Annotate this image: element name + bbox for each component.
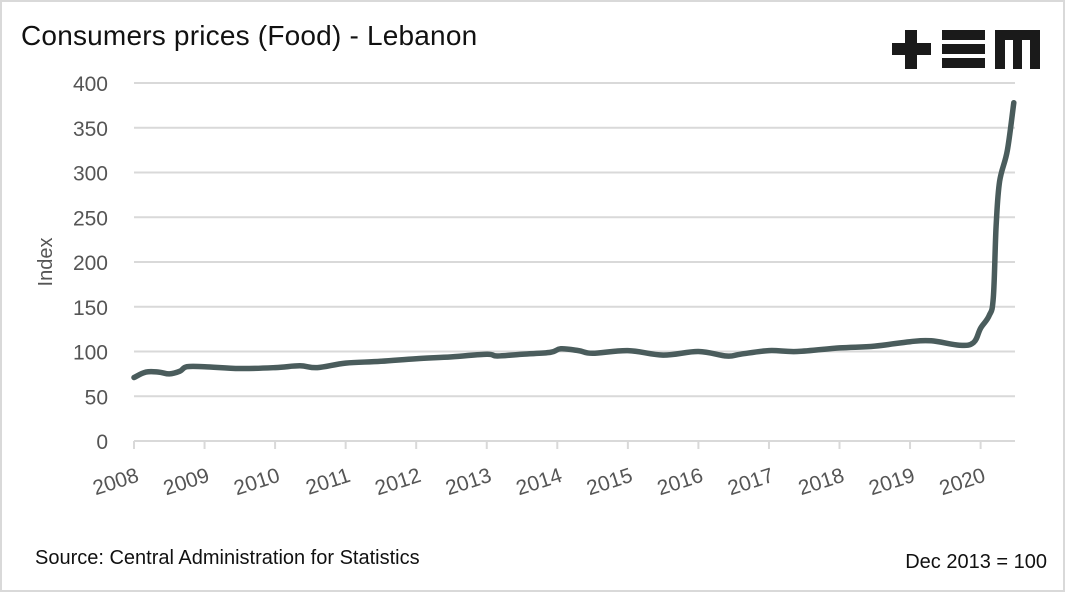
source-note: Source: Central Administration for Stati… (35, 547, 420, 569)
logo-plus-vertical (905, 30, 917, 69)
y-tick-label: 350 (73, 118, 108, 141)
x-tick-label: 2013 (443, 464, 495, 500)
x-axis (133, 440, 1015, 449)
x-tick-label: 2009 (161, 464, 213, 500)
x-tick-label: 2017 (725, 464, 777, 500)
series-line (131, 99, 1017, 381)
y-tick-label: 200 (73, 252, 108, 275)
x-tick-label: 2019 (866, 464, 918, 500)
x-tick-label: 2015 (584, 464, 636, 500)
x-tick-labels: 2008 2009 2010 2011 2012 2013 2014 2015 2016 2017… (90, 464, 988, 500)
base-note: Dec 2013 = 100 (905, 551, 1047, 573)
logo-equals-bottom (942, 58, 985, 68)
x-tick-label: 2011 (303, 464, 353, 500)
chart-title: Consumers prices (Food) - Lebanon (21, 20, 478, 51)
logo-equals-top (942, 30, 985, 40)
x-tick-label: 2008 (90, 464, 142, 500)
x-tick-label: 2018 (796, 464, 848, 500)
y-tick-label: 150 (73, 297, 108, 320)
logo-equals-middle (942, 44, 985, 54)
x-tick-label: 2016 (654, 464, 706, 500)
y-tick-label: 50 (85, 386, 108, 409)
tem-logo (892, 30, 1040, 69)
y-tick-labels: 0 50 100 150 200 250 300 350 400 (73, 73, 108, 454)
x-tick-label: 2020 (937, 464, 989, 500)
y-tick-label: 0 (96, 431, 108, 454)
y-tick-label: 250 (73, 207, 108, 230)
y-axis-title: Index (35, 238, 57, 287)
x-tick-label: 2010 (231, 464, 283, 500)
y-tick-label: 400 (73, 73, 108, 96)
y-tick-label: 300 (73, 163, 108, 186)
y-tick-label: 100 (73, 342, 108, 365)
series-group (131, 99, 1017, 381)
x-tick-label: 2014 (513, 464, 565, 500)
logo-m (995, 30, 1040, 69)
x-tick-label: 2012 (372, 464, 424, 500)
